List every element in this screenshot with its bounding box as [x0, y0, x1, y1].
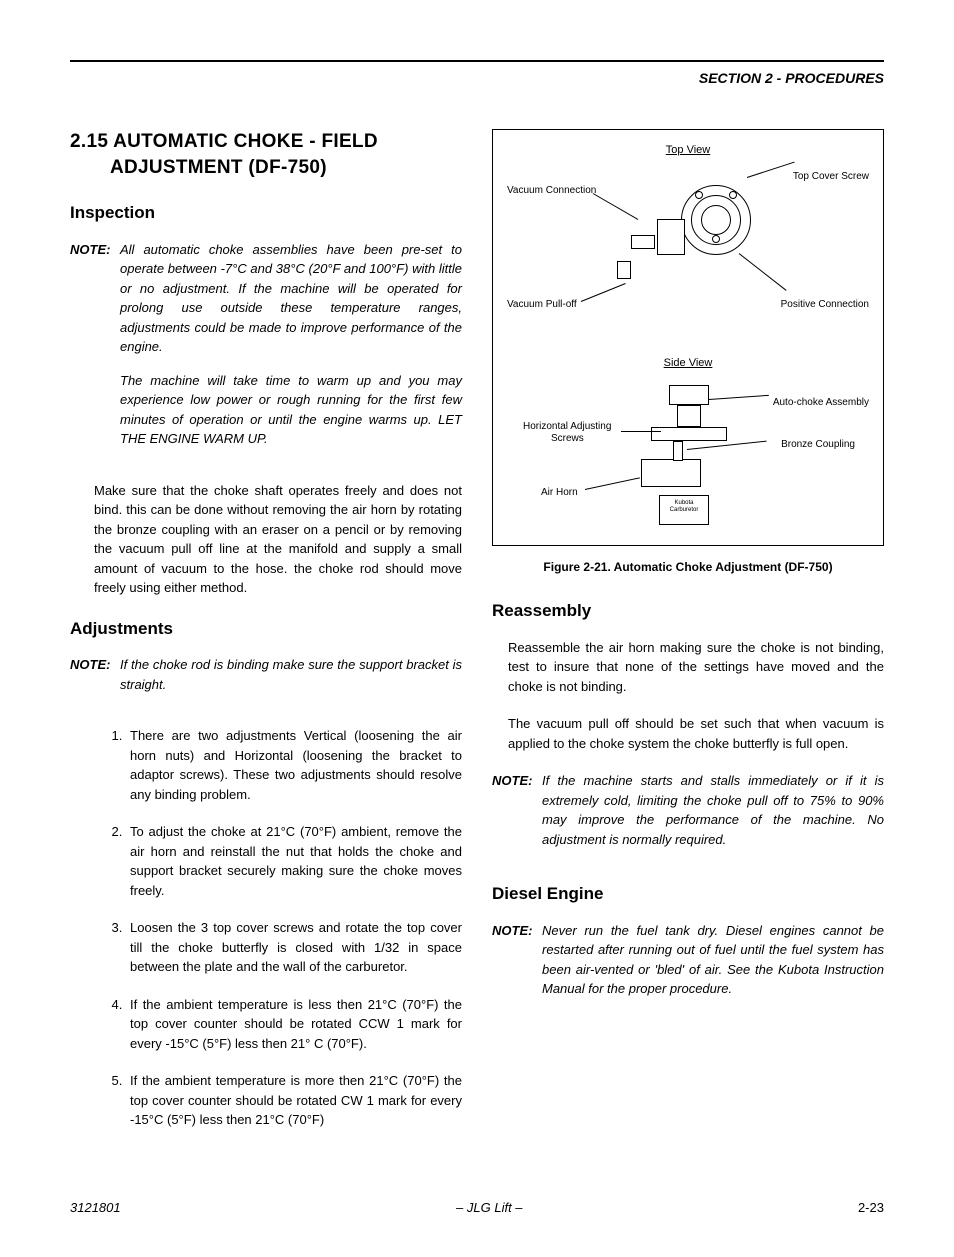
note-label: NOTE:	[70, 240, 120, 463]
bracket-bar	[651, 427, 727, 441]
reassembly-note: NOTE: If the machine starts and stalls i…	[492, 771, 884, 863]
step-3: Loosen the 3 top cover screws and rotate…	[126, 918, 462, 977]
title-line2: ADJUSTMENT (DF-750)	[70, 155, 462, 181]
inspection-note-p1: All automatic choke assemblies have been…	[120, 240, 462, 357]
diesel-heading: Diesel Engine	[492, 881, 884, 907]
carb-label-box: Kubota Carburetor	[659, 495, 709, 525]
inspection-body: Make sure that the choke shaft operates …	[94, 481, 462, 598]
label-air-horn: Air Horn	[541, 485, 578, 500]
vac-conn-block	[631, 235, 655, 249]
side-view-diagram: Horizontal Adjusting Screws Auto-choke A…	[501, 377, 875, 537]
label-positive-connection: Positive Connection	[781, 297, 869, 312]
leader-pc	[739, 253, 787, 291]
step-5: If the ambient temperature is more then …	[126, 1071, 462, 1130]
right-column: Top View Vacuum Connection Top Cover Scr…	[492, 129, 884, 1148]
label-auto-choke: Auto-choke Assembly	[773, 395, 869, 410]
reassembly-p1: Reassemble the air horn making sure the …	[508, 638, 884, 697]
page-footer: 3121801 – JLG Lift – 2-23	[70, 1198, 884, 1218]
label-top-cover-screw: Top Cover Screw	[793, 169, 869, 184]
leader-ac	[709, 395, 769, 400]
diesel-note-p1: Never run the fuel tank dry. Diesel engi…	[542, 921, 884, 999]
vac-pulloff-block	[617, 261, 631, 279]
section-header: SECTION 2 - PROCEDURES	[70, 68, 884, 89]
leader-vc	[593, 193, 639, 220]
label-bronze-coupling: Bronze Coupling	[781, 437, 855, 452]
side-view-title: Side View	[501, 355, 875, 372]
header-rule	[70, 60, 884, 62]
content-columns: 2.15 AUTOMATIC CHOKE - FIELD ADJUSTMENT …	[70, 129, 884, 1148]
note-body: Never run the fuel tank dry. Diesel engi…	[542, 921, 884, 1013]
kubota-text: Kubota	[674, 500, 693, 506]
carburetor-text: Carburetor	[670, 507, 699, 513]
main-title: 2.15 AUTOMATIC CHOKE - FIELD ADJUSTMENT …	[70, 129, 462, 180]
footer-center: – JLG Lift –	[456, 1198, 522, 1218]
label-vacuum-pulloff: Vacuum Pull-off	[507, 297, 577, 312]
note-label: NOTE:	[492, 771, 542, 863]
footer-left: 3121801	[70, 1198, 121, 1218]
adjustment-steps: There are two adjustments Vertical (loos…	[126, 726, 462, 1130]
note-body: If the machine starts and stalls immedia…	[542, 771, 884, 863]
label-vacuum-connection: Vacuum Connection	[507, 183, 596, 198]
step-4: If the ambient temperature is less then …	[126, 995, 462, 1054]
leader-ah	[585, 477, 640, 490]
note-body: If the choke rod is binding make sure th…	[120, 655, 462, 708]
reassembly-p2: The vacuum pull off should be set such t…	[508, 714, 884, 753]
leader-tcs	[747, 161, 795, 177]
adjustments-heading: Adjustments	[70, 616, 462, 642]
note-label: NOTE:	[70, 655, 120, 708]
screw-dot-2	[729, 191, 737, 199]
air-horn-block	[641, 459, 701, 487]
note-label: NOTE:	[492, 921, 542, 1013]
choke-top	[669, 385, 709, 405]
title-number: 2.15	[70, 131, 108, 152]
leader-ha	[621, 431, 661, 432]
leader-vp	[581, 283, 626, 302]
step-1: There are two adjustments Vertical (loos…	[126, 726, 462, 804]
side-block	[657, 219, 685, 255]
diesel-note: NOTE: Never run the fuel tank dry. Diese…	[492, 921, 884, 1013]
carb-center-circle	[701, 205, 731, 235]
adjustments-note: NOTE: If the choke rod is binding make s…	[70, 655, 462, 708]
inspection-heading: Inspection	[70, 200, 462, 226]
screw-dot-1	[695, 191, 703, 199]
adjustments-note-p1: If the choke rod is binding make sure th…	[120, 655, 462, 694]
step-2: To adjust the choke at 21°C (70°F) ambie…	[126, 822, 462, 900]
figure-box: Top View Vacuum Connection Top Cover Scr…	[492, 129, 884, 546]
inspection-note: NOTE: All automatic choke assemblies hav…	[70, 240, 462, 463]
reassembly-note-p1: If the machine starts and stalls immedia…	[542, 771, 884, 849]
inspection-note-p2: The machine will take time to warm up an…	[120, 371, 462, 449]
choke-mid	[677, 405, 701, 427]
reassembly-heading: Reassembly	[492, 598, 884, 624]
screw-dot-3	[712, 235, 720, 243]
coupling-block	[673, 441, 683, 461]
footer-right: 2-23	[858, 1198, 884, 1218]
left-column: 2.15 AUTOMATIC CHOKE - FIELD ADJUSTMENT …	[70, 129, 462, 1148]
note-body: All automatic choke assemblies have been…	[120, 240, 462, 463]
label-screws: Screws	[551, 431, 584, 446]
leader-bc	[687, 441, 767, 450]
title-line1: AUTOMATIC CHOKE - FIELD	[113, 131, 378, 152]
figure-caption: Figure 2-21. Automatic Choke Adjustment …	[492, 558, 884, 576]
top-view-diagram: Vacuum Connection Top Cover Screw Vacuum…	[501, 165, 875, 345]
top-view-title: Top View	[501, 142, 875, 159]
